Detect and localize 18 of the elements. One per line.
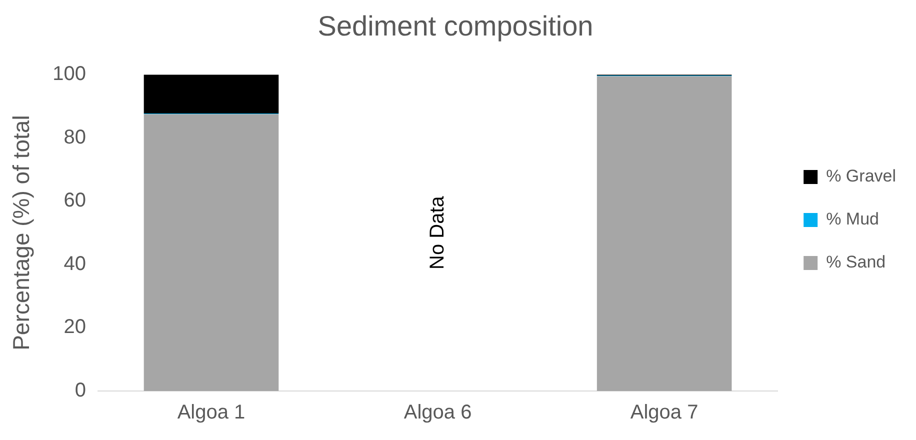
y-tick-label: 40 [64, 252, 86, 275]
legend-label: % Mud [826, 210, 880, 229]
y-tick-label: 80 [64, 126, 86, 148]
y-tick-label: 20 [64, 316, 86, 338]
x-tick-label: Algoa 6 [404, 402, 472, 424]
y-tick-label: 0 [74, 380, 86, 402]
chart-title: Sediment composition [318, 10, 594, 42]
y-tick-label: 60 [64, 190, 86, 212]
y-tick-label: 100 [52, 63, 86, 86]
y-axis-title: Percentage (%) of total [8, 115, 34, 350]
legend-label: % Gravel [826, 166, 896, 186]
legend-label: % Sand [826, 252, 886, 272]
bar [144, 114, 279, 391]
bar [144, 74, 279, 114]
bar [596, 76, 732, 391]
annotation: No Data [426, 195, 448, 270]
x-tick-label: Algoa 1 [177, 402, 246, 424]
x-tick-label: Algoa 7 [630, 402, 698, 424]
